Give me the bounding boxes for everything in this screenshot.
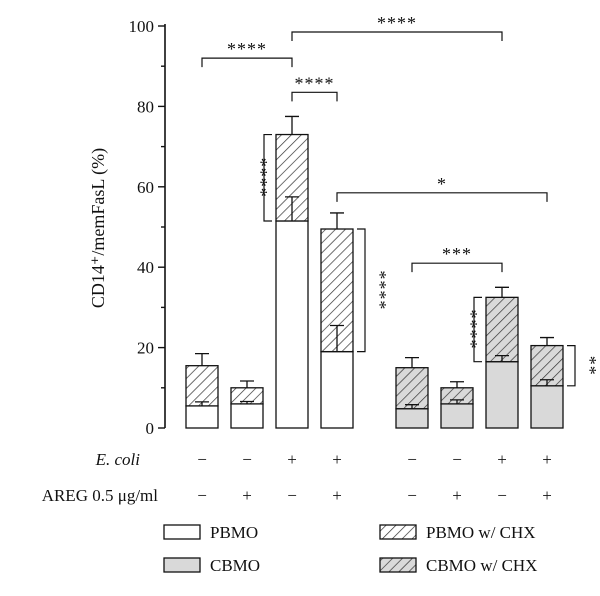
total-error-bar: [195, 352, 209, 366]
significance-label: ****: [377, 13, 417, 33]
base-error-bar: [240, 400, 254, 404]
total-error-bar: [540, 336, 554, 346]
y-tick-label: 60: [137, 178, 154, 197]
pbmo-bar: [320, 350, 354, 429]
legend-label: PBMO: [210, 523, 258, 542]
cbmo-bar: [395, 408, 429, 429]
y-tick-label: 0: [146, 419, 155, 438]
condition-sign: −: [497, 486, 507, 505]
significance-bracket: [567, 344, 576, 387]
bar-4: [320, 212, 354, 429]
significance-bracket: [201, 57, 293, 68]
significance-label: *: [437, 174, 447, 194]
cbmo-chx-bar: [395, 367, 429, 410]
legend-label: PBMO w/ CHX: [426, 523, 536, 542]
significance-label: **: [580, 356, 600, 376]
condition-sign: −: [197, 486, 207, 505]
significance-label: ***: [442, 244, 472, 264]
axes: 0 20 40 60 80 100 CD14⁺/memFasL (%): [88, 17, 166, 438]
condition-label: E. coli: [95, 450, 141, 469]
bar-3: [275, 115, 309, 429]
pbmo-bar: [275, 220, 309, 429]
condition-sign: +: [287, 450, 297, 469]
total-error-bar: [405, 357, 419, 368]
bar-6: [440, 381, 474, 429]
cbmo-bar: [440, 403, 474, 429]
total-error-bar: [240, 380, 254, 388]
condition-sign: +: [332, 486, 342, 505]
legend-item: PBMO w/ CHX: [379, 523, 536, 542]
significance-bracket: [263, 133, 272, 222]
significance-bracket: [473, 296, 482, 363]
y-tick-label: 80: [137, 97, 154, 116]
bar-2: [230, 380, 264, 429]
legend-swatch: [379, 524, 417, 540]
significance-bracket: [291, 31, 503, 42]
cbmo-chx-bar: [530, 344, 564, 387]
base-error-bar: [285, 196, 299, 221]
base-error-bar: [540, 379, 554, 386]
y-tick-label: 100: [129, 17, 155, 36]
pbmo-bar: [185, 405, 219, 429]
bar-7: [485, 286, 519, 429]
y-tick-label: 40: [137, 258, 154, 277]
legend-item: CBMO w/ CHX: [379, 556, 537, 575]
condition-sign: −: [242, 450, 252, 469]
condition-sign: +: [542, 450, 552, 469]
significance-bracket: [336, 192, 548, 202]
condition-sign: +: [497, 450, 507, 469]
bars: [185, 115, 564, 429]
condition-sign: +: [542, 486, 552, 505]
legend-swatch: [379, 557, 417, 573]
legend-label: CBMO: [210, 556, 260, 575]
total-error-bar: [450, 381, 464, 388]
significance-label: ****: [370, 270, 390, 310]
total-error-bar: [495, 286, 509, 298]
bar-1: [185, 352, 219, 429]
condition-sign: +: [332, 450, 342, 469]
legend-label: CBMO w/ CHX: [426, 556, 537, 575]
base-error-bar: [450, 399, 464, 404]
significance-label: ****: [461, 310, 481, 350]
significance-bracket: [291, 91, 338, 102]
total-error-bar: [330, 212, 344, 230]
y-tick-label: 20: [137, 339, 154, 358]
bar-5: [395, 357, 429, 429]
base-error-bar: [405, 404, 419, 409]
pbmo-chx-bar: [185, 365, 219, 407]
condition-label: AREG 0.5 μg/ml: [42, 486, 159, 505]
legend-swatch: [163, 557, 201, 573]
condition-sign: −: [197, 450, 207, 469]
significance-annotations: ******************************: [201, 13, 600, 387]
condition-table: E. coli − − + + − − + + AREG 0.5 μg/ml − + − + − + − +: [42, 450, 552, 505]
cbmo-bar: [485, 361, 519, 429]
condition-sign: +: [242, 486, 252, 505]
cbmo-bar: [530, 385, 564, 429]
y-axis-label: CD14⁺/memFasL (%): [88, 148, 109, 308]
condition-sign: +: [452, 486, 462, 505]
bar-8: [530, 336, 564, 429]
significance-label: ****: [295, 73, 335, 93]
significance-label: ****: [251, 158, 271, 198]
legend-item: CBMO: [163, 556, 260, 575]
base-error-bar: [495, 354, 509, 362]
condition-sign: −: [407, 450, 417, 469]
significance-bracket: [357, 228, 366, 353]
legend-item: PBMO: [163, 523, 258, 542]
significance-bracket: [411, 262, 503, 273]
condition-sign: −: [452, 450, 462, 469]
pbmo-bar: [230, 403, 264, 429]
cbmo-chx-bar: [485, 296, 519, 363]
base-error-bar: [330, 324, 344, 352]
legend: PBMO PBMO w/ CHX CBMO CBMO w/ CHX: [163, 523, 537, 575]
total-error-bar: [285, 115, 299, 135]
condition-sign: −: [287, 486, 297, 505]
condition-sign: −: [407, 486, 417, 505]
significance-label: ****: [227, 39, 267, 59]
legend-swatch: [163, 524, 201, 540]
base-error-bar: [195, 401, 209, 406]
